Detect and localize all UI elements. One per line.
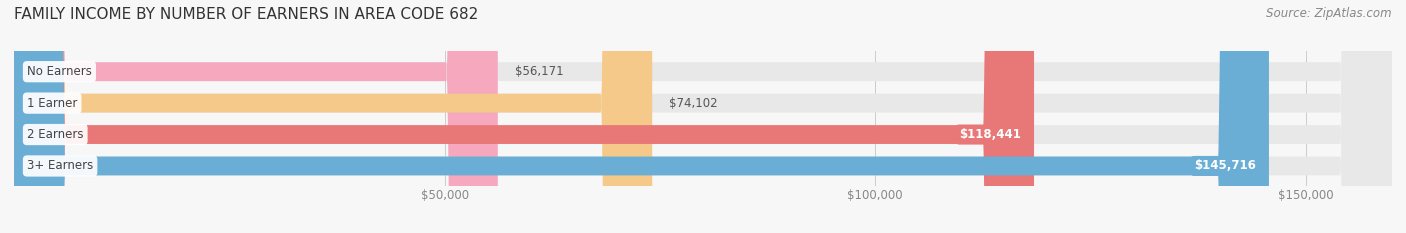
Text: 3+ Earners: 3+ Earners bbox=[27, 159, 93, 172]
Text: 2 Earners: 2 Earners bbox=[27, 128, 83, 141]
FancyBboxPatch shape bbox=[14, 0, 1392, 233]
Text: FAMILY INCOME BY NUMBER OF EARNERS IN AREA CODE 682: FAMILY INCOME BY NUMBER OF EARNERS IN AR… bbox=[14, 7, 478, 22]
Text: $56,171: $56,171 bbox=[515, 65, 564, 78]
FancyBboxPatch shape bbox=[14, 0, 498, 233]
Text: $145,716: $145,716 bbox=[1194, 159, 1256, 172]
Text: No Earners: No Earners bbox=[27, 65, 91, 78]
FancyBboxPatch shape bbox=[14, 0, 652, 233]
Text: Source: ZipAtlas.com: Source: ZipAtlas.com bbox=[1267, 7, 1392, 20]
Text: $74,102: $74,102 bbox=[669, 97, 718, 110]
FancyBboxPatch shape bbox=[14, 0, 1392, 233]
FancyBboxPatch shape bbox=[14, 0, 1392, 233]
FancyBboxPatch shape bbox=[14, 0, 1270, 233]
Text: 1 Earner: 1 Earner bbox=[27, 97, 77, 110]
FancyBboxPatch shape bbox=[14, 0, 1033, 233]
FancyBboxPatch shape bbox=[14, 0, 1392, 233]
Text: $118,441: $118,441 bbox=[959, 128, 1021, 141]
